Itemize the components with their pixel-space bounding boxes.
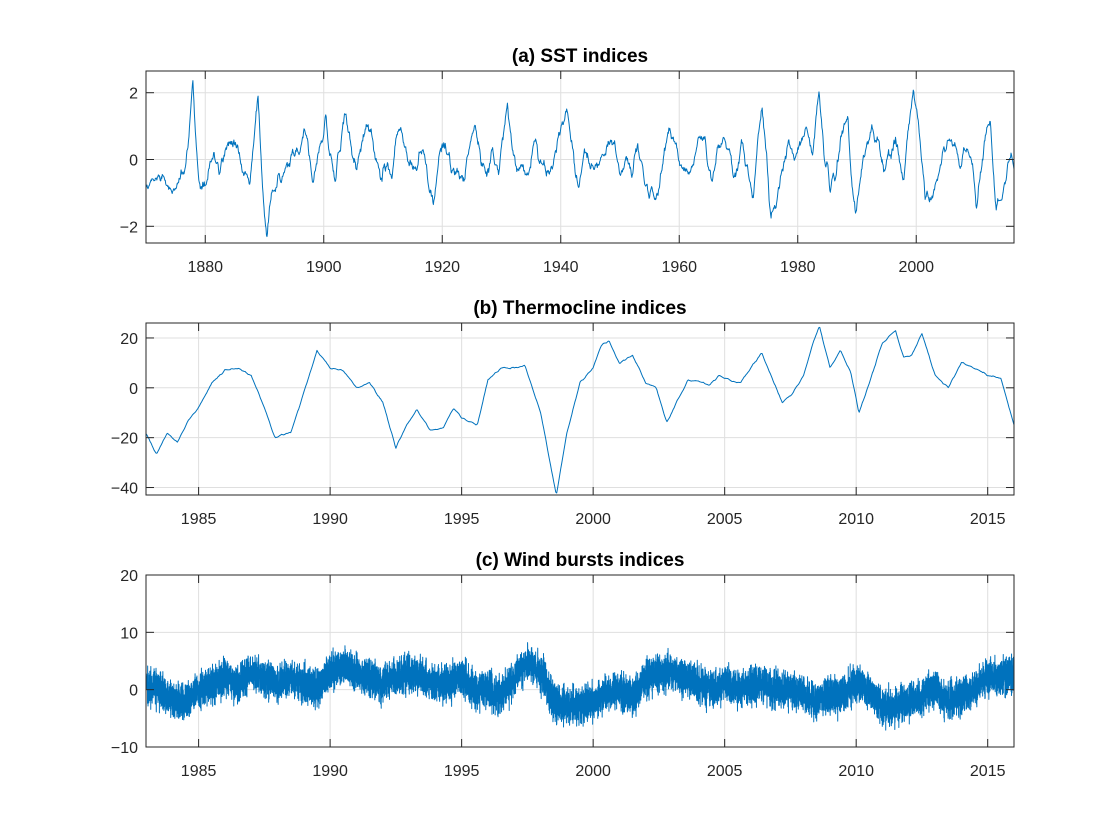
axes-frame [145, 322, 1015, 496]
x-tick-label: 2005 [707, 511, 743, 528]
y-tick-label: −10 [111, 740, 138, 757]
x-tick-label: 2005 [707, 763, 743, 780]
x-tick-label: 2010 [838, 511, 874, 528]
x-tick-label: 1920 [424, 259, 460, 276]
series-group [146, 80, 1014, 238]
grid-lines [146, 323, 1014, 495]
y-tick-label: 10 [120, 625, 138, 642]
x-tick-label: 1900 [306, 259, 342, 276]
x-tick-label: 1880 [187, 259, 223, 276]
x-tick-label: 1940 [543, 259, 579, 276]
axes: 1985 1990 1995 2000 2005 2010 2015 −10 0 10 20 [111, 568, 1015, 780]
y-tick-label: 0 [129, 683, 138, 700]
plot-area [145, 322, 1015, 496]
chart-title: (c) Wind bursts indices [476, 550, 685, 571]
axes: 1985 1990 1995 2000 2005 2010 2015 −40 −20 0 20 [111, 322, 1015, 528]
x-tick-label: 2000 [575, 511, 611, 528]
axes-frame [145, 70, 1015, 244]
x-tick-label: 1980 [780, 259, 816, 276]
x-tick-label: 2000 [575, 763, 611, 780]
y-tick-label: 0 [129, 381, 138, 398]
series-line [146, 642, 1014, 731]
axes-frame [145, 574, 1015, 748]
x-tick-label: 1995 [444, 511, 480, 528]
panel-wind-bursts: (c) Wind bursts indices 1985 1990 1995 2000… [111, 550, 1015, 780]
chart-title: (a) SST indices [512, 46, 648, 67]
y-tick-label: 20 [120, 331, 138, 348]
plot-area [145, 70, 1015, 244]
series-group [146, 642, 1014, 731]
series-line [146, 326, 1014, 494]
y-tick-label: 2 [129, 86, 138, 103]
axes: 1880 1900 1920 1940 1960 1980 2000 −2 0 2 [120, 70, 1015, 276]
x-tick-label: 2015 [970, 763, 1006, 780]
chart-title: (b) Thermocline indices [473, 298, 686, 319]
panel-sst: (a) SST indices 1880 1900 1920 1940 1960 1980… [120, 46, 1015, 276]
series-line [146, 80, 1014, 238]
x-tick-label: 1985 [181, 511, 217, 528]
x-tick-label: 1990 [312, 763, 348, 780]
y-tick-label: −20 [111, 431, 138, 448]
y-tick-label: −2 [120, 219, 138, 236]
x-tick-label: 2010 [838, 763, 874, 780]
panel-thermocline: (b) Thermocline indices 1985 1990 1995 2000… [111, 298, 1015, 528]
y-tick-label: −40 [111, 481, 138, 498]
x-tick-label: 1960 [661, 259, 697, 276]
x-tick-label: 2015 [970, 511, 1006, 528]
series-group [146, 326, 1014, 494]
x-tick-label: 1995 [444, 763, 480, 780]
y-tick-label: 0 [129, 153, 138, 170]
x-tick-label: 2000 [898, 259, 934, 276]
x-tick-label: 1990 [312, 511, 348, 528]
y-tick-label: 20 [120, 568, 138, 585]
x-tick-label: 1985 [181, 763, 217, 780]
